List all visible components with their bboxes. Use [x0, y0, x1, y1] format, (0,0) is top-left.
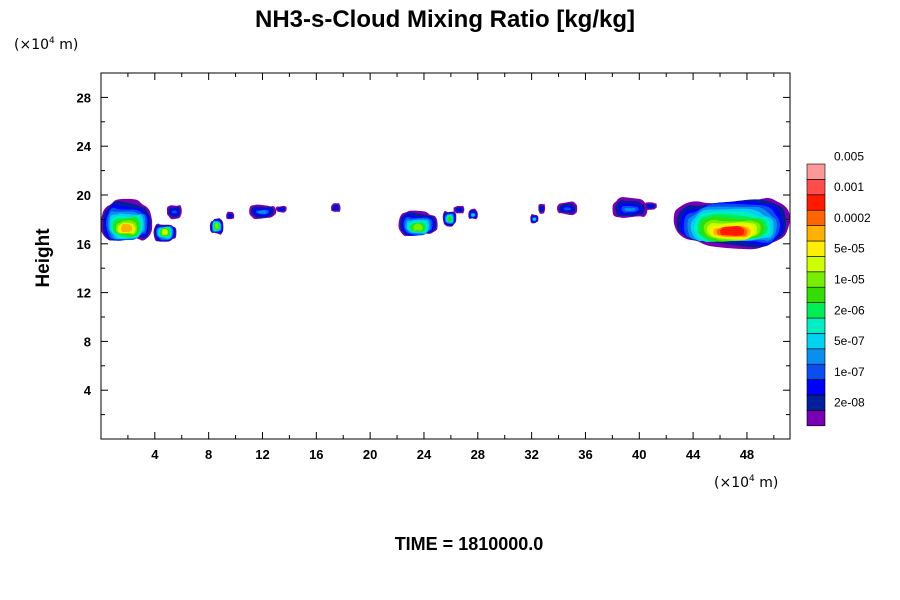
- y-axis-title: Height: [33, 228, 54, 288]
- cloud-contour-level: [648, 204, 654, 209]
- chart-title: NH3-s-Cloud Mixing Ratio [kg/kg]: [255, 6, 635, 33]
- cloud-region: [275, 205, 287, 213]
- cloud-contour-level: [471, 213, 475, 217]
- cloud-region: [209, 218, 224, 235]
- x-tick-label: 32: [524, 447, 538, 462]
- cloud-region: [249, 204, 277, 220]
- colorbar-swatch: [806, 286, 826, 303]
- x-axis: 4 8 12 16 20 24 28 32 36 40 44 48: [127, 73, 775, 462]
- cloud-contour-level: [162, 229, 168, 235]
- cloud-contour-level: [121, 223, 133, 233]
- x-tick-label: 40: [632, 447, 646, 462]
- y-tick-label: 28: [77, 90, 91, 105]
- cloud-region: [153, 223, 177, 242]
- colorbar-swatch: [806, 209, 826, 226]
- x-tick-label: 8: [205, 447, 212, 462]
- cloud-region: [101, 198, 153, 241]
- cloud-region: [398, 210, 438, 237]
- x-tick-label: 28: [471, 447, 485, 462]
- colorbar-label: 0.0002: [834, 211, 871, 225]
- cloud-contour-level: [215, 222, 219, 229]
- cloud-region: [166, 205, 182, 220]
- cloud-contour-level: [540, 207, 544, 211]
- colorbar-label: 0.005: [834, 149, 864, 163]
- cloud-region: [538, 203, 546, 214]
- colorbar-swatch: [806, 410, 826, 427]
- cloud-field: [101, 197, 790, 250]
- cloud-contour-level: [456, 208, 462, 212]
- cloud-contour-level: [624, 207, 636, 212]
- colorbar-swatch: [806, 240, 826, 257]
- colorbar-swatch: [806, 256, 826, 273]
- y-tick-label: 8: [84, 334, 91, 349]
- colorbar-swatch: [806, 317, 826, 334]
- x-tick-label: 36: [578, 447, 592, 462]
- colorbar-label: 5e-07: [834, 334, 865, 348]
- colorbar: 2e-08 1e-07 5e-07 2e-06 1e-05 5e-05 0.0002 0.00…: [806, 149, 871, 427]
- colorbar-label: 1e-05: [834, 273, 865, 287]
- cloud-contour-level: [563, 207, 571, 211]
- cloud-region: [557, 201, 578, 216]
- cloud-region: [331, 203, 341, 212]
- colorbar-swatch: [806, 363, 826, 380]
- y-tick-label: 4: [84, 383, 92, 398]
- plot-frame: [100, 72, 791, 440]
- cloud-region: [442, 210, 457, 227]
- x-tick-label: 48: [740, 447, 754, 462]
- x-tick-label: 24: [417, 447, 432, 462]
- colorbar-swatch: [806, 333, 826, 350]
- colorbar-swatch: [806, 379, 826, 396]
- colorbar-swatch: [806, 271, 826, 288]
- x-tick-label: 44: [686, 447, 701, 462]
- colorbar-swatch: [806, 348, 826, 365]
- cloud-region: [453, 205, 465, 214]
- cloud-contour-level: [171, 210, 177, 214]
- cloud-contour-level: [447, 216, 452, 222]
- colorbar-swatch: [806, 225, 826, 242]
- cloud-contour-level: [279, 207, 284, 211]
- cloud-region: [226, 211, 235, 220]
- colorbar-swatch: [806, 302, 826, 319]
- cloud-contour-level: [413, 223, 423, 231]
- x-unit-label: (×104 m): [714, 474, 778, 491]
- y-unit-label: (×104 m): [14, 36, 78, 53]
- cloud-contour-level: [258, 210, 267, 214]
- time-label: TIME = 1810000.0: [395, 534, 544, 554]
- colorbar-swatch: [806, 163, 826, 180]
- cloud-contour-level: [333, 206, 338, 210]
- colorbar-label: 1e-07: [834, 365, 865, 379]
- colorbar-label: 2e-06: [834, 303, 865, 317]
- cloud-contour-level: [720, 226, 744, 236]
- x-tick-label: 4: [151, 447, 159, 462]
- y-tick-label: 24: [77, 139, 92, 154]
- x-tick-label: 12: [255, 447, 269, 462]
- cloud-region: [612, 197, 648, 218]
- cloud-region: [530, 214, 539, 224]
- colorbar-swatch: [806, 179, 826, 196]
- cloud-region: [644, 202, 657, 211]
- y-tick-label: 20: [77, 188, 91, 203]
- colorbar-swatch: [806, 194, 826, 211]
- colorbar-swatch: [806, 394, 826, 411]
- y-axis: 4 8 12 16 20 24 28: [77, 90, 790, 416]
- colorbar-label: 2e-08: [834, 396, 865, 410]
- colorbar-label: 0.001: [834, 180, 864, 194]
- cloud-region: [468, 208, 478, 220]
- y-tick-label: 12: [77, 286, 91, 301]
- colorbar-label: 5e-05: [834, 242, 865, 256]
- x-tick-label: 16: [309, 447, 323, 462]
- y-tick-label: 16: [77, 237, 91, 252]
- cloud-contour-level: [228, 214, 232, 218]
- cloud-region: [673, 197, 790, 250]
- cloud-contour-level: [532, 217, 536, 221]
- x-tick-label: 20: [363, 447, 377, 462]
